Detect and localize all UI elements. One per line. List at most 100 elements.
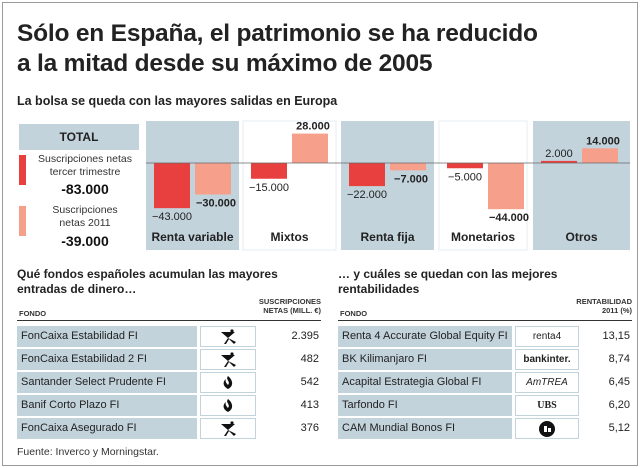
fund-name: Banif Corto Plazo FI bbox=[17, 395, 197, 416]
bar-q3 bbox=[154, 163, 190, 209]
fund-value: 376 bbox=[300, 422, 319, 434]
table-row: Renta 4 Accurate Global Equity FI renta4 1… bbox=[338, 326, 632, 347]
right-table-title: … y cuáles se quedan con las mejores ren… bbox=[338, 267, 557, 297]
left-table: FONDO SUSCRIPCIONES NETAS (MILL. €) FonC… bbox=[17, 295, 321, 439]
legend-2011-line-2: netas 2011 bbox=[59, 217, 111, 229]
fund-name: FonCaixa Estabilidad 2 FI bbox=[17, 349, 197, 370]
bar-q3 bbox=[541, 160, 577, 163]
bar-2011 bbox=[488, 163, 524, 210]
right-table-title-line-1: … y cuáles se quedan con las mejores bbox=[338, 267, 558, 281]
fund-value: 542 bbox=[300, 376, 319, 388]
main-title: Sólo en España, el patrimonio se ha redu… bbox=[17, 19, 617, 79]
left-col-value: SUSCRIPCIONES NETAS (MILL. €) bbox=[259, 297, 321, 315]
fund-logo-text: renta4 bbox=[532, 331, 562, 342]
fund-logo: renta4 bbox=[515, 326, 579, 347]
legend-2011-value: -39.000 bbox=[61, 233, 109, 249]
fund-value: 5,12 bbox=[608, 422, 630, 434]
table-row: FonCaixa Estabilidad 2 FI 482 bbox=[17, 349, 321, 370]
chart-subtitle: La bolsa se queda con las mayores salida… bbox=[17, 94, 338, 108]
bar-2011 bbox=[390, 163, 426, 171]
legend-2011-line-1: Suscripciones bbox=[52, 204, 118, 216]
fund-logo-text: AmTREA bbox=[526, 377, 568, 388]
table-row: BK Kilimanjaro FI bankinter. 8,74 bbox=[338, 349, 632, 370]
fund-value: 6,45 bbox=[608, 376, 630, 388]
fund-name: BK Kilimanjaro FI bbox=[338, 349, 512, 370]
left-col-value-line-2: NETAS (MILL. €) bbox=[263, 306, 321, 315]
table-row: FonCaixa Estabilidad FI 2.395 bbox=[17, 326, 321, 347]
legend-swatch-q3 bbox=[19, 155, 26, 185]
fund-value: 8,74 bbox=[608, 353, 630, 365]
left-table-title-line-2: entradas de dinero… bbox=[17, 282, 137, 296]
la-caixa-star-icon bbox=[200, 326, 256, 347]
category-band bbox=[533, 121, 630, 250]
left-col-fund: FONDO bbox=[19, 309, 47, 318]
bar-value-label: −44.000 bbox=[489, 212, 529, 224]
table-row: Acapital Estrategia Global FI AmTREA 6,45 bbox=[338, 372, 632, 393]
right-col-value: RENTABILIDAD 2011 (%) bbox=[576, 297, 632, 315]
bar-q3 bbox=[349, 163, 385, 187]
santander-flame-icon bbox=[200, 372, 256, 393]
legend-q3-line-2: tercer trimestre bbox=[49, 166, 121, 178]
category-band-border bbox=[438, 120, 528, 251]
fund-name: FonCaixa Estabilidad FI bbox=[17, 326, 197, 347]
title-line-1: Sólo en España, el patrimonio se ha redu… bbox=[17, 20, 538, 47]
legend-2011-label: Suscripciones netas 2011 bbox=[29, 204, 141, 230]
fund-value: 13,15 bbox=[602, 330, 630, 342]
bar-value-label: −15.000 bbox=[249, 182, 289, 194]
left-table-title: Qué fondos españoles acumulan las mayore… bbox=[17, 267, 278, 297]
title-line-2: a la mitad desde su máximo de 2005 bbox=[17, 50, 433, 77]
table-row: CAM Mundial Bonos FI 5,12 bbox=[338, 418, 632, 439]
fund-logo-text: bankinter. bbox=[523, 354, 571, 365]
left-table-header: FONDO SUSCRIPCIONES NETAS (MILL. €) bbox=[17, 295, 321, 321]
legend-q3-line-1: Suscripciones netas bbox=[38, 153, 132, 165]
category-label: Mixtos bbox=[270, 230, 308, 244]
category-label: Renta fija bbox=[360, 230, 414, 244]
bar-chart: Renta variable −43.000 −30.000 Mixtos −15.00… bbox=[146, 120, 630, 251]
fund-name: FonCaixa Asegurado FI bbox=[17, 418, 197, 439]
bar-2011 bbox=[292, 133, 328, 163]
bar-value-label: 28.000 bbox=[296, 121, 330, 133]
bar-value-label: −7.000 bbox=[394, 173, 428, 185]
legend-q3-value: -83.000 bbox=[61, 181, 109, 197]
table-row: Banif Corto Plazo FI 413 bbox=[17, 395, 321, 416]
la-caixa-star-icon bbox=[200, 418, 256, 439]
santander-flame-icon bbox=[200, 395, 256, 416]
fund-name: CAM Mundial Bonos FI bbox=[338, 418, 512, 439]
left-col-value-line-1: SUSCRIPCIONES bbox=[258, 297, 321, 306]
fund-logo: UBS bbox=[515, 395, 579, 416]
bar-value-label: −30.000 bbox=[196, 198, 236, 210]
fund-name: Acapital Estrategia Global FI bbox=[338, 372, 512, 393]
fund-value: 6,20 bbox=[608, 399, 630, 411]
fund-name: Santander Select Prudente FI bbox=[17, 372, 197, 393]
category-band-border bbox=[242, 120, 337, 251]
bar-2011 bbox=[195, 163, 231, 195]
right-col-fund: FONDO bbox=[340, 309, 368, 318]
fund-value: 413 bbox=[300, 399, 319, 411]
legend-q3-label: Suscripciones netas tercer trimestre bbox=[29, 153, 141, 179]
fund-name: Tarfondo FI bbox=[338, 395, 512, 416]
table-row: Tarfondo FI UBS 6,20 bbox=[338, 395, 632, 416]
bar-value-label: −5.000 bbox=[448, 171, 482, 183]
fund-logo: AmTREA bbox=[515, 372, 579, 393]
source-note: Fuente: Inverco y Morningstar. bbox=[17, 446, 159, 458]
right-col-value-line-1: RENTABILIDAD bbox=[576, 297, 632, 306]
bar-2011 bbox=[582, 148, 618, 163]
bar-value-label: 14.000 bbox=[586, 135, 620, 147]
la-caixa-star-icon bbox=[200, 349, 256, 370]
table-row: FonCaixa Asegurado FI 376 bbox=[17, 418, 321, 439]
legend-swatch-2011 bbox=[19, 206, 26, 236]
cam-circle-icon bbox=[515, 418, 579, 439]
bar-q3 bbox=[447, 163, 483, 169]
fund-value: 482 bbox=[300, 353, 319, 365]
right-col-value-line-2: 2011 (%) bbox=[601, 306, 632, 315]
bar-value-label: −22.000 bbox=[347, 189, 387, 201]
fund-logo: bankinter. bbox=[515, 349, 579, 370]
legend-total-label: TOTAL bbox=[19, 124, 139, 150]
left-table-body: FonCaixa Estabilidad FI 2.395 FonCaixa Est… bbox=[17, 321, 321, 439]
category-label: Monetarios bbox=[451, 230, 515, 244]
fund-logo-text: UBS bbox=[537, 400, 557, 411]
left-table-title-line-1: Qué fondos españoles acumulan las mayore… bbox=[17, 267, 278, 281]
bar-value-label: 2.000 bbox=[545, 148, 573, 160]
bar-q3 bbox=[251, 163, 287, 179]
